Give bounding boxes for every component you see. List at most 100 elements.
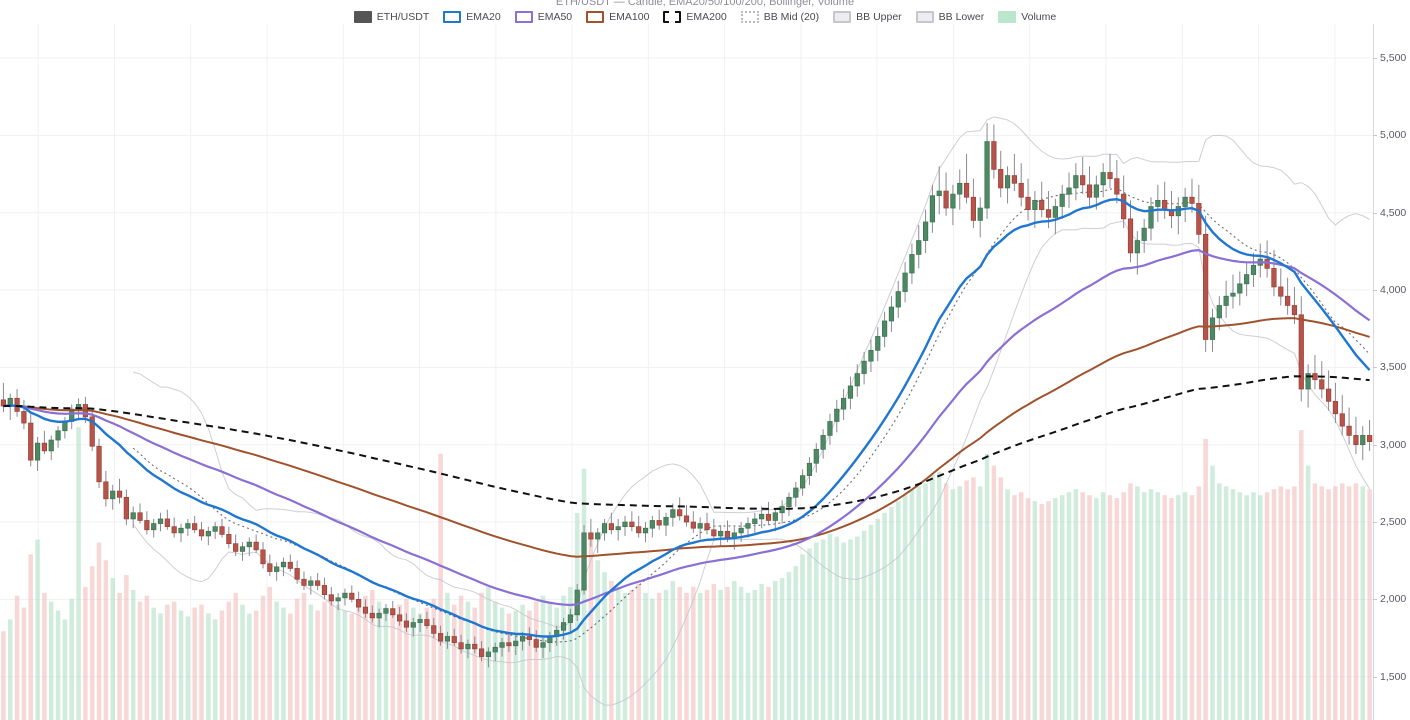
volume-bar: [547, 601, 553, 720]
volume-bar: [1196, 486, 1202, 720]
candle-body: [608, 523, 614, 531]
candle-body: [793, 487, 799, 498]
candle-body: [560, 622, 567, 631]
candle-body: [431, 625, 437, 634]
outline-square-swatch: [514, 11, 533, 23]
candlestick-plot: [0, 24, 1373, 720]
legend-item-ema20[interactable]: EMA20: [443, 10, 501, 24]
volume-bar: [28, 554, 33, 720]
legend-item-ema200[interactable]: EMA200: [663, 10, 727, 24]
y-tick-label: 1,500: [1380, 670, 1407, 683]
volume-bar: [875, 518, 881, 720]
volume-bar: [192, 607, 197, 720]
candle-body: [567, 614, 573, 623]
volume-bar: [1094, 498, 1099, 720]
volume-bar: [240, 604, 245, 720]
candle-body: [929, 195, 936, 223]
y-tick-mark: [1373, 212, 1377, 214]
legend-item-volume[interactable]: Volume: [998, 10, 1056, 24]
volume-bar: [998, 477, 1003, 720]
y-tick-mark: [1373, 522, 1377, 524]
volume-bar: [643, 592, 648, 720]
candle-body: [403, 620, 410, 628]
volume-bar: [704, 589, 710, 720]
volume-bar: [89, 566, 95, 720]
legend-item-bb-lower[interactable]: BB Lower: [915, 10, 984, 24]
legend-label: EMA50: [537, 11, 573, 23]
candle-body: [506, 642, 512, 647]
volume-bar: [1264, 492, 1270, 720]
volume-bar: [800, 554, 805, 720]
volume-bar: [1018, 492, 1024, 720]
candle-body: [1066, 187, 1072, 195]
volume-bar: [779, 578, 785, 720]
candle-body: [1298, 314, 1304, 390]
candle-body: [745, 523, 751, 529]
candle-body: [738, 527, 744, 534]
legend-item-bb-mid-20[interactable]: BB Mid (20): [740, 10, 819, 24]
legend-label: Volume: [1021, 11, 1057, 23]
candle-body: [1155, 199, 1161, 207]
candle-body: [841, 397, 847, 410]
legend-item-eth-usdt[interactable]: ETH/USDT: [353, 10, 429, 24]
volume-bar: [1087, 495, 1092, 720]
volume-bar: [376, 601, 382, 720]
volume-bar: [971, 477, 976, 720]
volume-bar: [588, 536, 594, 720]
candle-body: [683, 515, 690, 523]
candle-body: [178, 527, 184, 534]
candle-body: [294, 568, 300, 580]
volume-bar: [923, 483, 928, 720]
volume-bar: [404, 598, 409, 720]
y-tick-label: 2,500: [1380, 516, 1407, 529]
volume-bar: [171, 601, 177, 720]
volume-bar: [499, 607, 505, 720]
candle-body: [417, 619, 423, 623]
candle-body: [519, 636, 526, 642]
candle-body: [656, 520, 662, 526]
candle-body: [274, 566, 280, 572]
volume-bar: [882, 512, 887, 720]
volume-bar: [294, 598, 300, 720]
candle-body: [540, 642, 546, 648]
volume-bar: [1230, 489, 1236, 720]
candle-body: [786, 496, 792, 507]
legend-item-ema100[interactable]: EMA100: [586, 10, 649, 24]
candle-body: [89, 416, 95, 447]
volume-bar: [684, 592, 689, 720]
candle-body: [472, 643, 478, 650]
candle-body: [123, 496, 129, 520]
candle-body: [875, 336, 881, 351]
y-axis: 5,500 5,000 4,500 4,000 3,500 3,000 2,500 2,000…: [1373, 24, 1410, 720]
volume-bar: [253, 610, 259, 720]
ema20-line: [3, 198, 1371, 638]
volume-bar: [1360, 486, 1366, 720]
volume-bar: [48, 601, 54, 720]
legend-item-ema50[interactable]: EMA50: [514, 10, 573, 24]
candle-body: [977, 207, 983, 221]
volume-bar: [151, 607, 156, 720]
candle-body: [390, 608, 396, 616]
volume-bar: [452, 604, 457, 720]
volume-bar: [1210, 465, 1215, 720]
candle-body: [615, 526, 621, 531]
candle-body: [1073, 175, 1079, 189]
legend-item-bb-upper[interactable]: BB Upper: [833, 10, 902, 24]
candle-body: [636, 526, 642, 534]
volume-bar: [458, 595, 464, 720]
plot-area[interactable]: [0, 24, 1373, 720]
candle-body: [1291, 305, 1298, 316]
candle-body: [1100, 172, 1106, 186]
volume-bar: [1340, 483, 1345, 720]
candle-body: [820, 435, 826, 450]
volume-bar: [1107, 495, 1113, 720]
candle-body: [1093, 184, 1099, 198]
candle-body: [1052, 206, 1058, 218]
y-tick-mark: [1373, 58, 1377, 60]
candle-body: [356, 599, 362, 608]
candle-body: [1230, 292, 1236, 297]
volume-bar: [1217, 483, 1222, 720]
volume-bar: [1169, 498, 1174, 720]
candle-body: [55, 430, 61, 441]
candle-body: [711, 529, 717, 537]
